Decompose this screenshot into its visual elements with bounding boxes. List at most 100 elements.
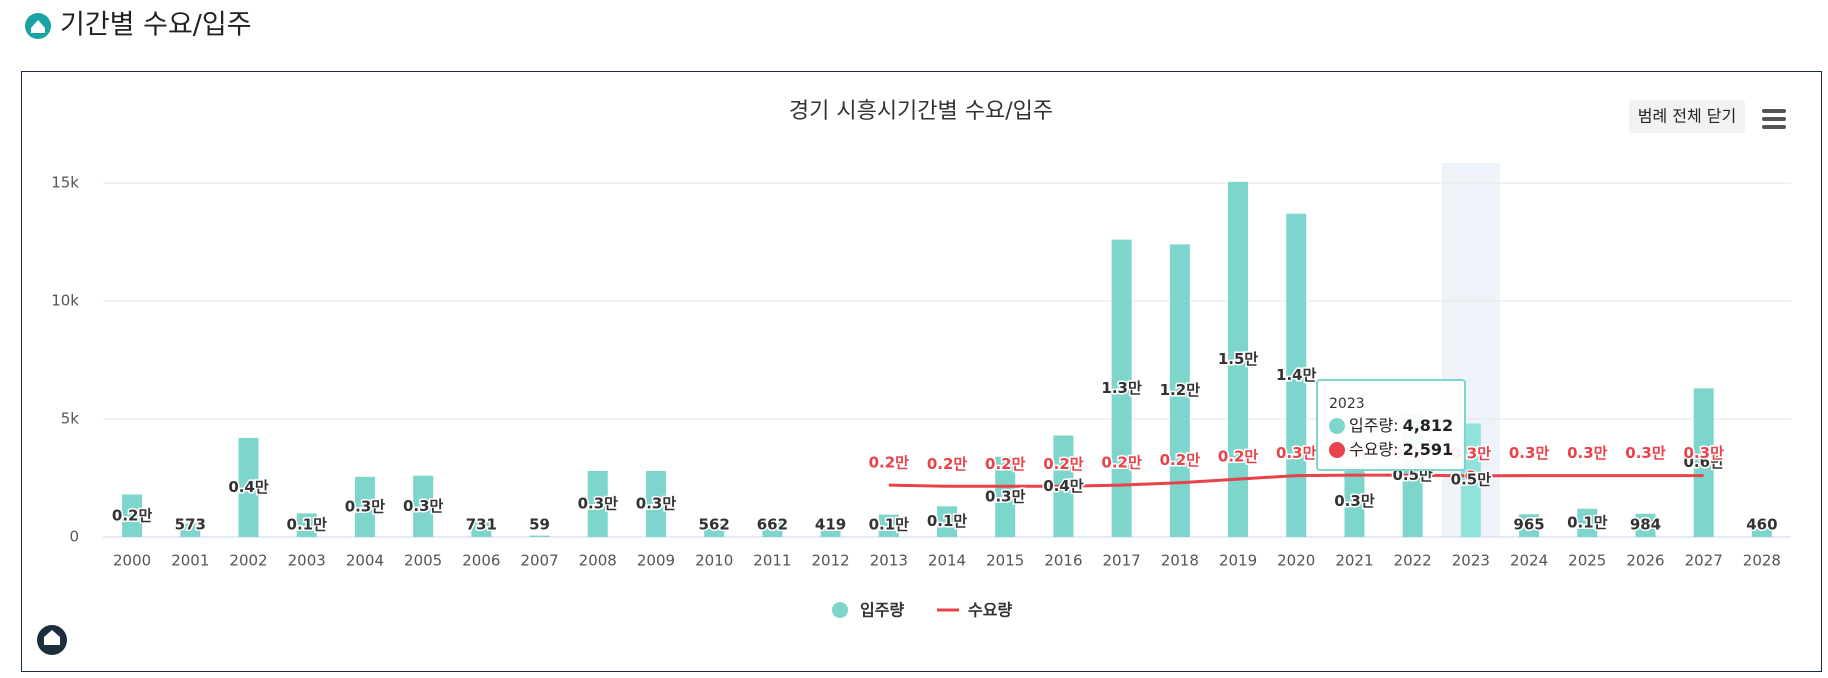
bar: [529, 535, 550, 537]
y-tick-label: 10k: [51, 292, 79, 310]
x-tick-label: 2016: [1044, 552, 1082, 570]
x-tick-label: 2020: [1277, 552, 1315, 570]
x-tick-label: 2028: [1743, 552, 1781, 570]
menu-bar[interactable]: [1762, 109, 1786, 113]
menu-icon[interactable]: [1762, 109, 1786, 129]
line-value-label: 0.2만: [1218, 448, 1259, 466]
x-tick-label: 2025: [1568, 552, 1606, 570]
bar-value-label: 573: [175, 516, 206, 534]
bar: [1519, 514, 1540, 537]
line-value-label: 0.3만: [1567, 444, 1608, 462]
line-value-label: 0.2만: [985, 455, 1026, 473]
x-tick-label: 2007: [520, 552, 558, 570]
x-tick-label: 2018: [1161, 552, 1199, 570]
bar: [1635, 513, 1656, 537]
bar: [354, 476, 375, 537]
x-tick-label: 2023: [1452, 552, 1490, 570]
hover-marker: [1464, 469, 1478, 483]
legend-label: 수요량: [968, 601, 1012, 620]
bar: [1577, 508, 1598, 537]
bar-value-label: 0.6만: [1684, 453, 1725, 471]
legend-button-label[interactable]: 범례 전체 닫기: [1638, 107, 1737, 126]
tooltip-title: 2023: [1329, 396, 1365, 412]
legend-button[interactable]: [1629, 100, 1745, 133]
x-tick-label: 2021: [1335, 552, 1373, 570]
bar-value-label: 59: [529, 516, 550, 534]
x-tick-label: 2024: [1510, 552, 1548, 570]
bar-value-label: 731: [466, 516, 497, 534]
bar-value-label: 562: [699, 516, 730, 534]
bar-value-label: 0.1만: [1567, 513, 1608, 531]
tooltip-symbol: [1329, 418, 1345, 434]
bar-value-label: 965: [1513, 516, 1544, 534]
bar-value-label: 0.3만: [1334, 492, 1375, 510]
bar-value-label: 419: [815, 516, 846, 534]
bar-value-label: 0.3만: [636, 494, 677, 512]
line-value-label: 0.2만: [869, 454, 910, 472]
line-value-label: 0.2만: [927, 455, 968, 473]
line-value-label: 0.3만: [1625, 444, 1666, 462]
header-title: 기간별 수요/입주: [60, 10, 252, 41]
x-tick-label: 2014: [928, 552, 966, 570]
header-icon-house: [31, 20, 45, 33]
bar-value-label: 0.3만: [578, 494, 619, 512]
bar-value-label: 0.2만: [112, 506, 153, 524]
bar-value-label: 0.4만: [228, 478, 269, 496]
tooltip-value: 4,812: [1403, 416, 1454, 435]
x-tick-label: 2011: [753, 552, 791, 570]
x-tick-label: 2027: [1685, 552, 1723, 570]
y-tick-label: 5k: [61, 410, 80, 428]
x-tick-label: 2017: [1103, 552, 1141, 570]
y-tick-label: 0: [69, 528, 79, 546]
bar: [1286, 213, 1307, 537]
tooltip-row: 입주량: 4,812: [1349, 416, 1453, 435]
bar: [937, 506, 957, 537]
bar: [296, 513, 317, 537]
bar: [704, 523, 725, 537]
bar: [413, 475, 434, 537]
line-value-label: 0.2만: [1043, 455, 1084, 473]
bar-value-label: 0.4만: [1043, 477, 1084, 495]
bar: [238, 437, 259, 537]
tooltip-label: 입주량:: [1349, 416, 1399, 435]
logo-house: [44, 630, 60, 645]
tooltip-value: 2,591: [1403, 440, 1454, 459]
bar: [820, 527, 841, 537]
bar-value-label: 0.3만: [345, 497, 386, 515]
menu-bar[interactable]: [1762, 117, 1786, 121]
bar-value-label: 460: [1746, 516, 1777, 534]
bar: [122, 494, 143, 537]
x-tick-label: 2003: [288, 552, 326, 570]
bar: [1169, 244, 1190, 538]
bar-value-label: 0.1만: [869, 516, 910, 534]
bar-value-label: 0.5만: [1451, 471, 1492, 489]
line: [888, 473, 1704, 488]
x-tick-label: 2019: [1219, 552, 1257, 570]
x-tick-label: 2012: [811, 552, 849, 570]
x-tick-label: 2004: [346, 552, 384, 570]
bar: [587, 470, 608, 537]
line-value-label: 0.3만: [1276, 444, 1317, 462]
menu-bar[interactable]: [1762, 125, 1786, 129]
bar: [645, 470, 666, 537]
line-value-label: 0.2만: [1160, 451, 1201, 469]
bar-value-label: 1.5만: [1218, 350, 1259, 368]
bar-value-label: 1.3만: [1101, 379, 1142, 397]
bar: [1344, 466, 1365, 537]
bar: [180, 523, 201, 537]
bar: [1693, 388, 1714, 537]
bar: [1751, 526, 1772, 537]
chart-frame: [21, 71, 1822, 672]
x-tick-label: 2010: [695, 552, 733, 570]
bar: [878, 514, 899, 537]
bar: [471, 519, 492, 537]
line-value-label: 0.2만: [1101, 454, 1142, 472]
x-tick-label: 2009: [637, 552, 675, 570]
bar: [995, 456, 1016, 537]
x-tick-label: 2022: [1394, 552, 1432, 570]
x-tick-label: 2015: [986, 552, 1024, 570]
bar-value-label: 0.1만: [927, 512, 968, 530]
bar-value-label: 0.3만: [985, 487, 1026, 505]
